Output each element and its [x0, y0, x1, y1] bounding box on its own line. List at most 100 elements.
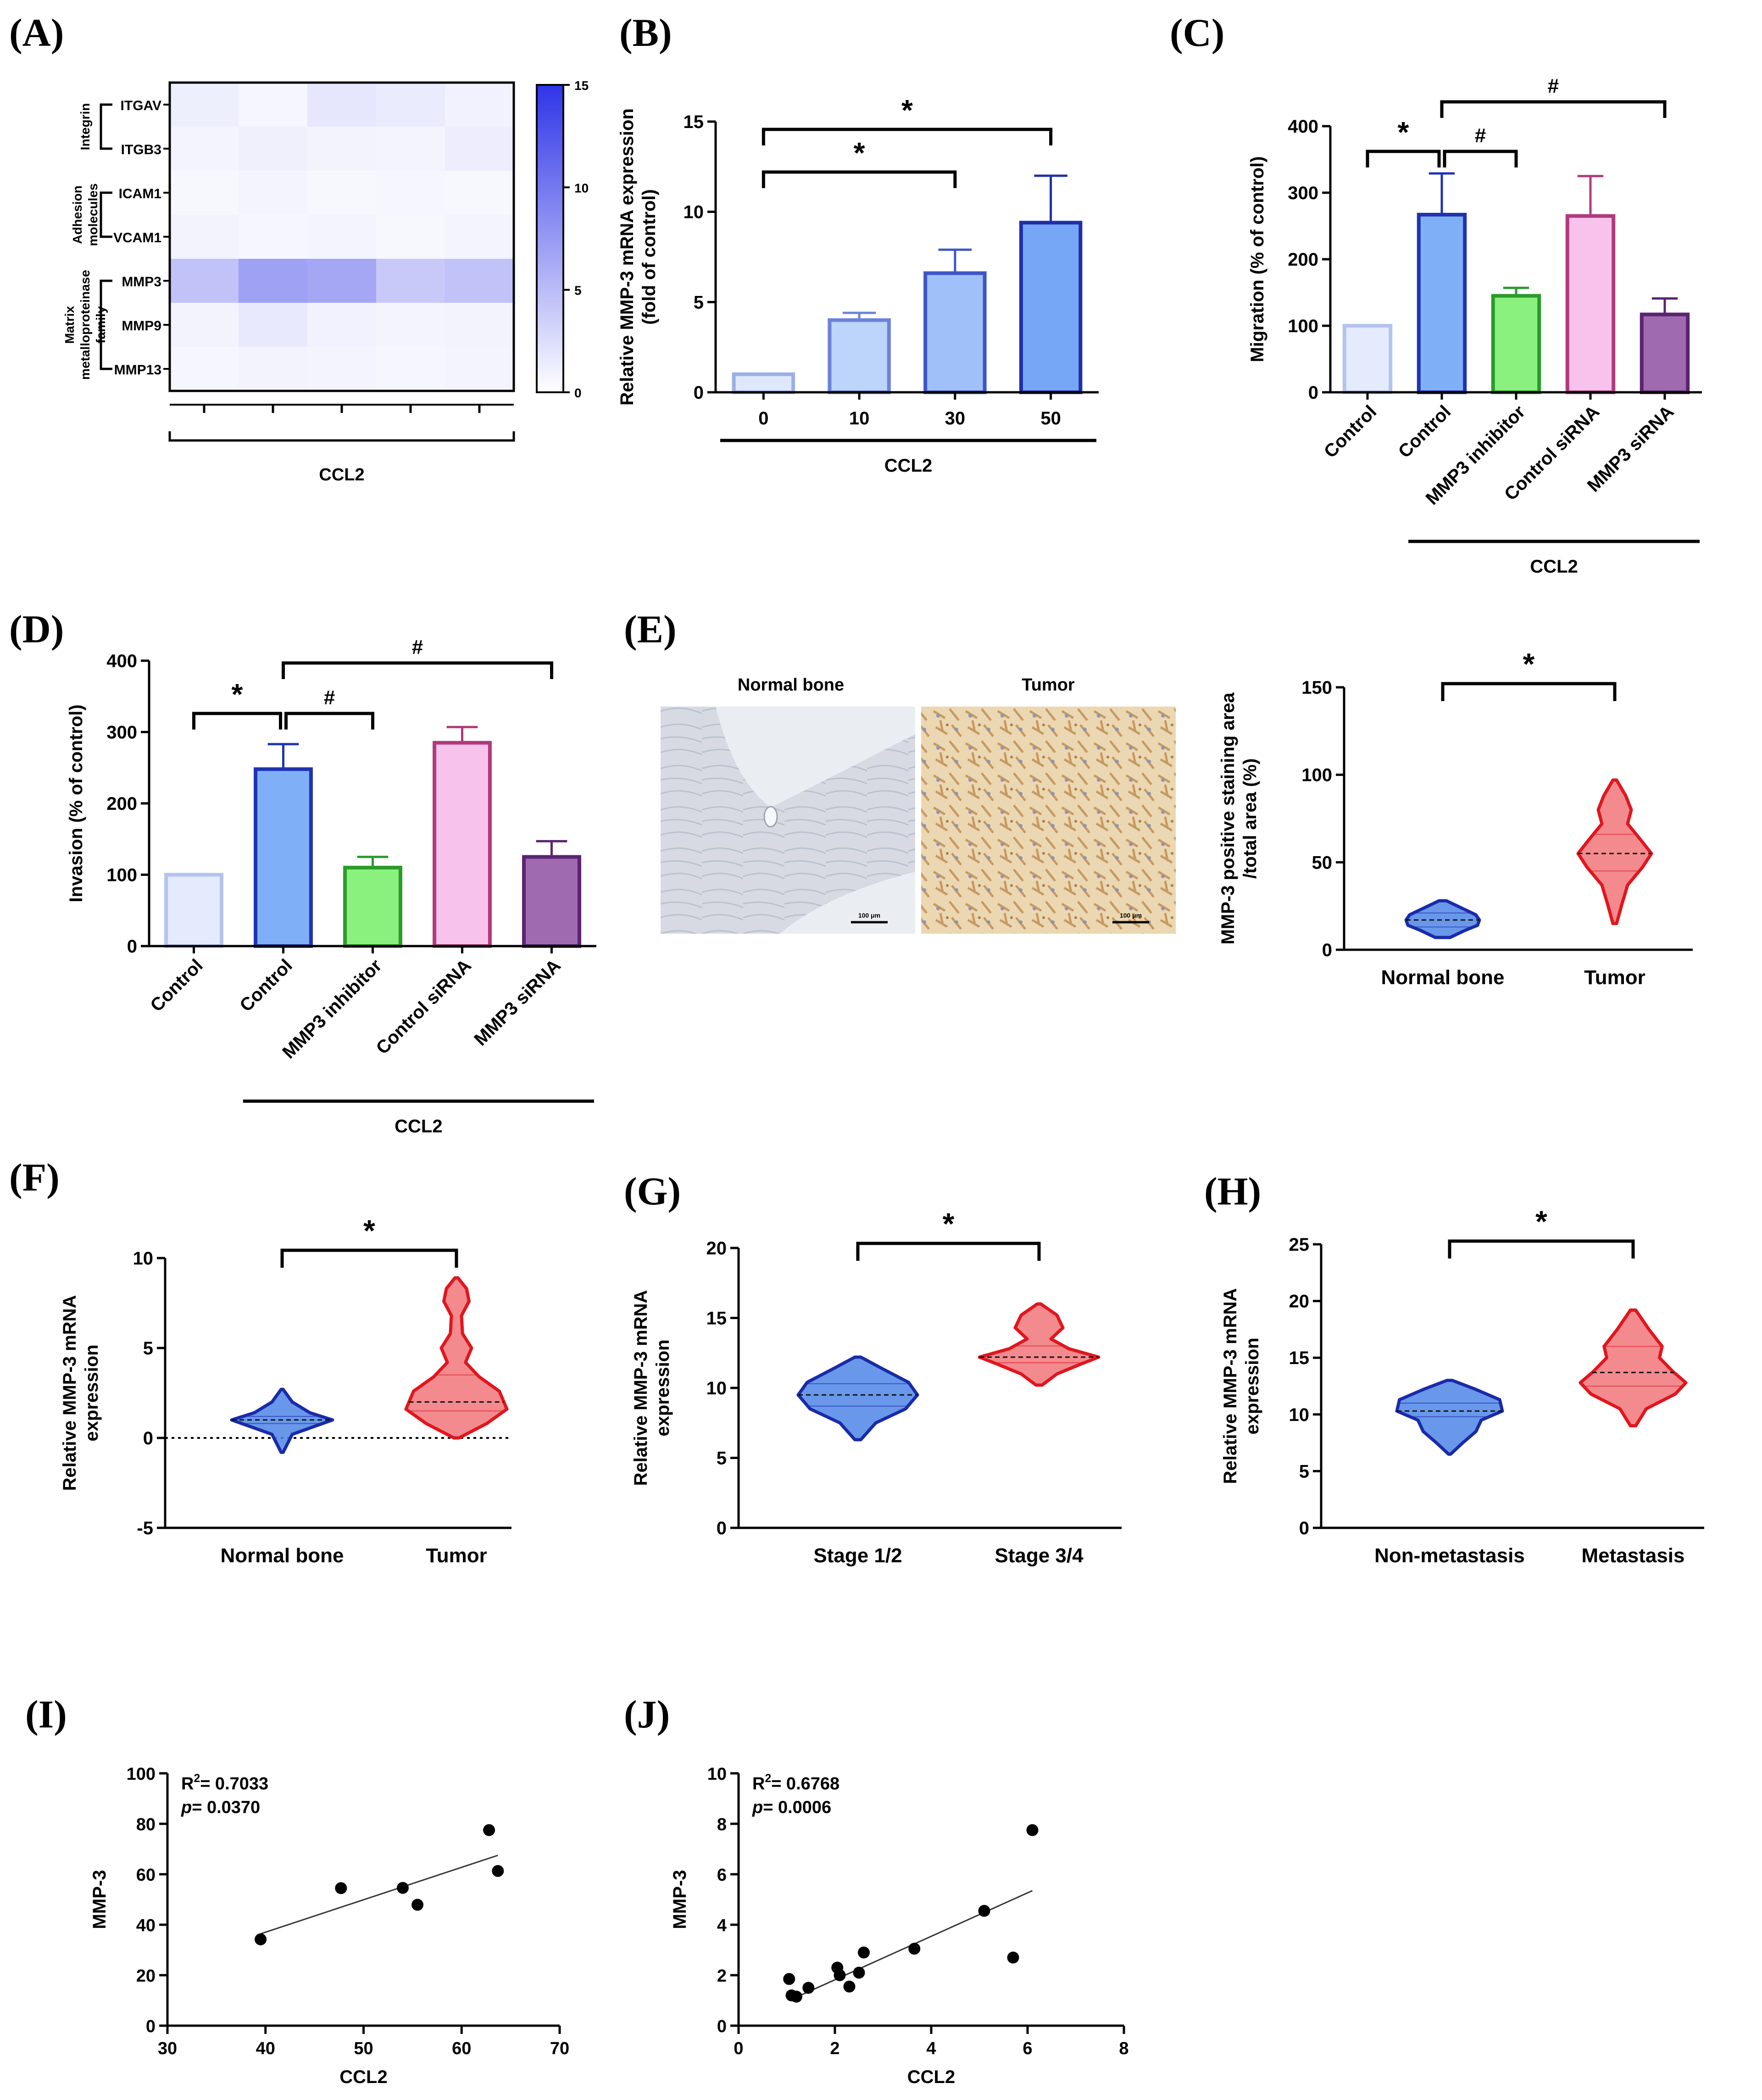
y-tick-label: 0: [717, 2017, 727, 2036]
x-tick-label: 50: [354, 2039, 373, 2058]
significance-bracket-symbol: *: [1523, 647, 1535, 681]
error-bar: [357, 856, 389, 868]
y-axis-label: Relative MMP-3 mRNA: [60, 1295, 80, 1491]
heatmap-cell: [239, 347, 308, 391]
y-tick-label: 60: [136, 1866, 156, 1885]
error-bar: [842, 312, 876, 320]
r2-annotation: R2= 0.6768: [752, 1772, 839, 1794]
panel-label-h: (H): [1204, 1169, 1261, 1213]
x-tick-label: 60: [452, 2039, 471, 2058]
bar: [1491, 294, 1541, 394]
heatmap-cell: [307, 259, 377, 303]
heatmap-cell: [445, 303, 514, 347]
y-axis-label: Relative MMP-3 mRNA expression: [617, 108, 637, 406]
colorbar: [536, 84, 564, 393]
y-tick-label: 40: [136, 1916, 156, 1935]
y-tick-label: 5: [1299, 1461, 1309, 1482]
bar: [433, 741, 492, 948]
error-bar: [1503, 286, 1529, 296]
row-label: ICAM1: [119, 186, 161, 201]
x-axis-label: CCL2: [907, 2067, 955, 2087]
significance-bracket: [761, 170, 957, 188]
y-axis-label: Relative MMP-3 mRNA: [631, 1290, 651, 1486]
bar: [1417, 212, 1467, 394]
x-tick-label: 0: [758, 408, 768, 429]
heatmap-cell: [239, 215, 308, 259]
panel-label-f: (F): [9, 1155, 60, 1199]
x-tick-label: Metastasis: [1581, 1544, 1684, 1567]
heatmap-frame: [168, 81, 515, 392]
significance-bracket-symbol: *: [901, 94, 913, 127]
heatmap-cell: [170, 347, 239, 391]
y-tick-label: 15: [1289, 1348, 1310, 1368]
x-tick-label: MMP3 inhibitor: [278, 955, 386, 1063]
panel-label-g: (G): [624, 1169, 681, 1213]
significance-bracket-symbol: #: [1475, 124, 1486, 147]
panel-label-d: (D): [9, 607, 64, 651]
heatmap-cell: [170, 83, 239, 127]
y-axis-label: Invasion (% of control): [66, 704, 86, 902]
data-point: [843, 1980, 856, 1993]
panel-b-bar-chart: 0 5 10 15 Relative MMP-3 mRNA expression (fol…: [617, 94, 1099, 476]
x-axis-label: CCL2: [319, 465, 364, 485]
panel-e-micrographs: Normal bone Tumor 100 μm 100 μm: [661, 675, 1176, 934]
data-point: [802, 1982, 815, 1994]
significance-bracket-symbol: *: [1398, 116, 1409, 149]
violin: [1576, 778, 1653, 925]
row-group-label: Integrin: [78, 103, 92, 150]
p-value-annotation: p= 0.0006: [752, 1798, 831, 1817]
row-label: MMP3: [122, 274, 161, 290]
y-tick-label: 200: [1288, 250, 1318, 270]
x-tick-label: MMP3 siRNA: [470, 955, 565, 1050]
y-tick-label: 20: [706, 1238, 727, 1259]
error-bar: [1034, 174, 1067, 223]
significance-bracket: [1443, 150, 1518, 167]
heatmap-cell: [376, 259, 445, 303]
y-tick-label: 20: [136, 1966, 156, 1986]
error-bar: [1651, 297, 1678, 315]
significance-bracket-symbol: *: [363, 1214, 375, 1248]
error-bar: [267, 743, 299, 769]
x-tick-label: 30: [945, 408, 966, 429]
ccl2-bracket: [168, 431, 515, 442]
data-point: [483, 1824, 495, 1836]
y-tick-label: 400: [106, 651, 137, 671]
x-tick-label: 0: [734, 2039, 743, 2058]
heatmap-cell: [445, 127, 514, 171]
violin: [978, 1302, 1101, 1387]
x-tick-label: 8: [1119, 2039, 1128, 2058]
error-bar: [1428, 172, 1455, 215]
data-point: [783, 1973, 795, 1985]
y-tick-label: 100: [1301, 765, 1332, 785]
y-tick-label: 50: [1312, 852, 1333, 873]
y-tick-label: 0: [717, 1518, 727, 1538]
heatmap-cell: [376, 303, 445, 347]
violin: [230, 1387, 334, 1454]
heatmap-cell: [170, 215, 239, 259]
y-tick-label: 25: [1289, 1235, 1310, 1255]
y-tick-label: 20: [1289, 1292, 1310, 1312]
bar: [343, 865, 402, 948]
row-group-bracket: [100, 103, 112, 150]
y-tick-label: 0: [1322, 940, 1332, 960]
data-point: [978, 1905, 990, 1917]
x-tick-label: 4: [926, 2039, 936, 2058]
panel-i-scatter-chart: 30 40 50 60 70 0 20 40 60 80 100 CCL2 MMP-3 R2= 0.703…: [89, 1765, 569, 2087]
x-tick-label: Control: [146, 955, 207, 1016]
significance-bracket: [1366, 150, 1441, 167]
heatmap-cell: [170, 259, 239, 303]
panel-label-e: (E): [624, 607, 677, 651]
heatmap-cell: [239, 259, 308, 303]
data-point: [1026, 1824, 1039, 1836]
heatmap-cell: [376, 215, 445, 259]
y-axis-label: MMP-3 positive staining area: [1218, 692, 1238, 945]
heatmap-cell: [170, 171, 239, 215]
heatmap-cell: [170, 127, 239, 171]
y-axis-label: (fold of control): [639, 189, 659, 324]
y-tick-label: 8: [717, 1815, 727, 1834]
y-tick-label: 10: [133, 1248, 154, 1269]
y-axis-label: expression: [653, 1339, 673, 1436]
heatmap-cell: [376, 83, 445, 127]
x-tick-label: 50: [1040, 408, 1061, 429]
